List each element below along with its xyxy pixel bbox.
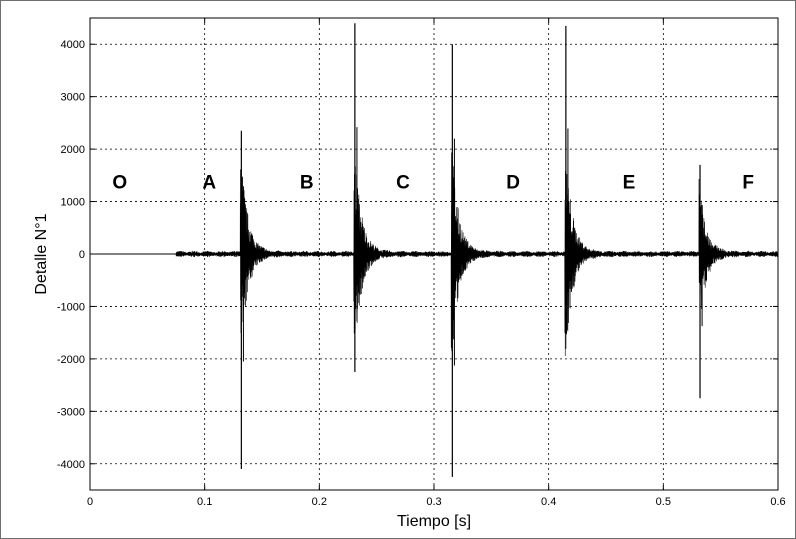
signal-noise-path [175,152,779,357]
segment-label: O [112,172,127,193]
y-tick-label: 3000 [61,92,85,104]
segment-label: F [742,172,754,193]
x-tick-label: 0 [87,496,93,508]
x-tick-labels: 0 0.1 0.2 0.3 0.4 0.5 0.6 [87,496,786,508]
y-tick-label: -1000 [57,301,85,313]
x-tick-label: 0.6 [770,496,785,508]
y-axis-label: Detalle N°1 [33,213,50,294]
y-tick-label: -3000 [57,406,85,418]
y-tick-label: 2000 [61,144,85,156]
y-tick-labels: -4000 -3000 -2000 -1000 0 1000 2000 3000 4000 [57,39,85,471]
ticks [89,18,779,490]
y-tick-label: -4000 [57,459,85,471]
x-tick-label: 0.5 [656,496,671,508]
y-tick-label: -2000 [57,354,85,366]
segment-label: D [506,172,520,193]
segment-label: B [300,172,314,193]
x-tick-label: 0.1 [197,496,212,508]
y-tick-label: 1000 [61,197,85,209]
signal-trace [90,23,779,477]
segment-label: C [396,172,410,193]
x-tick-label: 0.4 [541,496,556,508]
y-tick-label: 4000 [61,39,85,51]
x-tick-label: 0.2 [312,496,327,508]
segment-label: E [623,172,636,193]
y-tick-label: 0 [79,249,85,261]
x-tick-label: 0.3 [426,496,441,508]
segment-label: A [202,172,216,193]
x-axis-label: Tiempo [s] [397,513,471,530]
